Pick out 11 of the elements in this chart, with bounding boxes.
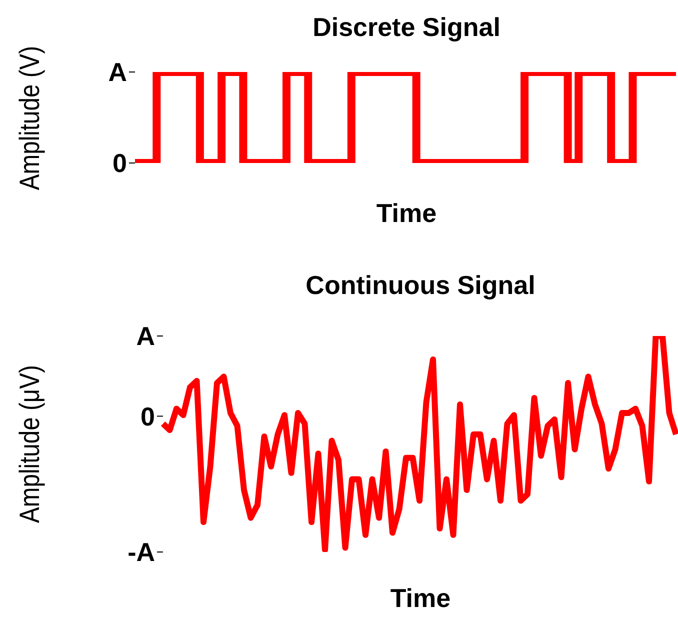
chart-title: Discrete Signal (312, 12, 502, 43)
text: A (108, 57, 128, 88)
text: 0 (112, 148, 127, 178)
text: A (136, 321, 156, 352)
chart-title: Continuous Signal (304, 270, 536, 301)
text: 0 (140, 401, 155, 432)
y-axis-title: Amplitude (V) (14, 45, 46, 190)
text: -A (128, 537, 156, 568)
x-axis-title: Time (375, 198, 438, 229)
y-axis-title: Amplitude (μV) (14, 365, 46, 523)
x-axis-title: Time (389, 583, 452, 614)
